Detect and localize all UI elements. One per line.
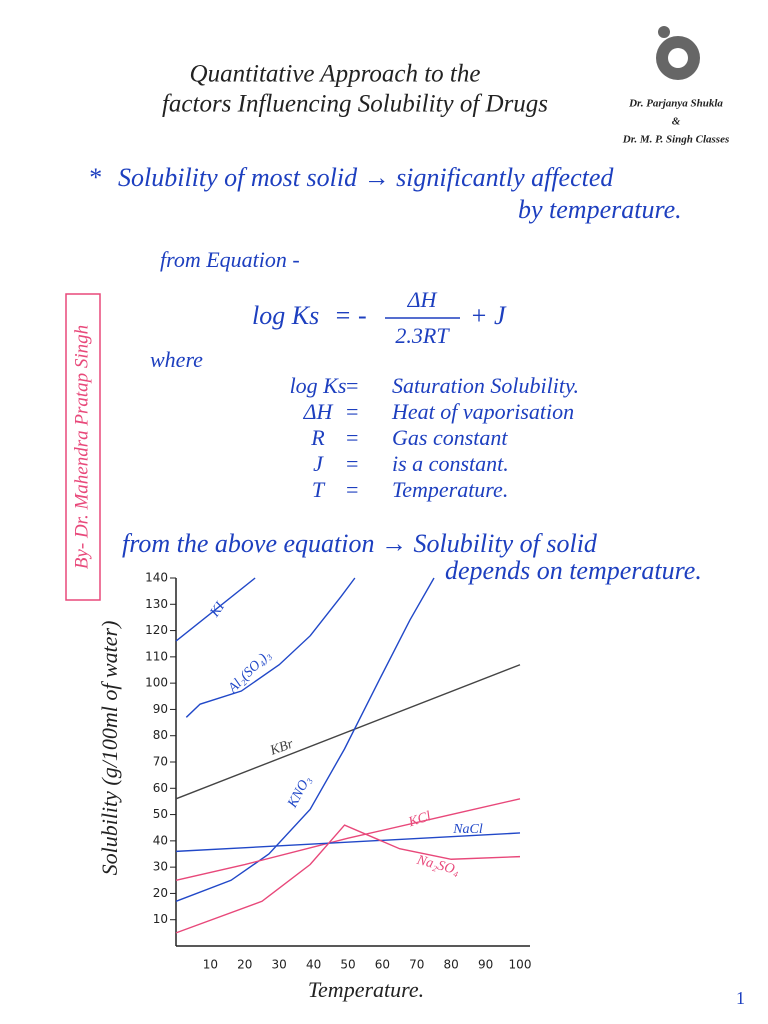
- logo-text: &: [672, 116, 681, 128]
- x-tick-label: 90: [478, 958, 493, 972]
- equation: = -: [334, 301, 367, 330]
- series-line: [175, 824, 521, 934]
- definition-cell: Gas constant: [392, 425, 508, 450]
- series-line: [175, 664, 521, 800]
- x-tick-label: 50: [340, 958, 355, 972]
- title: Quantitative Approach to the: [190, 61, 481, 88]
- x-tick-label: 40: [306, 958, 321, 972]
- series-label: KBr: [267, 737, 296, 760]
- series-line: [175, 577, 256, 642]
- point-text: Solubility of most solid → significantly…: [118, 163, 614, 192]
- logo-text: Dr. Parjanya Shukla: [628, 98, 723, 110]
- definition-cell: T: [312, 477, 326, 502]
- y-tick-label: 10: [153, 912, 168, 926]
- x-tick-label: 60: [375, 958, 390, 972]
- definition-cell: =: [345, 477, 360, 502]
- definition-cell: is a constant.: [392, 451, 509, 476]
- logo-mark: [658, 26, 670, 38]
- x-tick-label: 10: [203, 958, 218, 972]
- bullet: *: [88, 163, 101, 192]
- y-tick-label: 110: [145, 649, 168, 663]
- series-label: Al₂(SO₄)₃: [225, 647, 274, 696]
- side-note: By- Dr. Mahendra Pratap Singh: [71, 325, 92, 569]
- y-tick-label: 30: [153, 860, 168, 874]
- series-label: KNO₃: [285, 773, 315, 811]
- y-tick-label: 80: [153, 728, 168, 742]
- logo-mark: [668, 48, 688, 68]
- x-tick-label: 70: [409, 958, 424, 972]
- definition-cell: Saturation Solubility.: [392, 373, 579, 398]
- chart: Solubility (g/100ml of water) Temperatur…: [97, 571, 531, 1003]
- y-tick-label: 50: [153, 807, 168, 821]
- title: factors Influencing Solubility of Drugs: [162, 91, 548, 118]
- equation: 2.3RT: [395, 323, 450, 348]
- y-tick-label: 40: [153, 833, 168, 847]
- text: where: [150, 347, 203, 372]
- page-number: 1: [736, 988, 745, 1008]
- definition-cell: =: [345, 451, 360, 476]
- definition-cell: log Ks: [290, 373, 347, 398]
- equation: + J: [470, 301, 507, 330]
- y-tick-label: 70: [153, 755, 168, 769]
- x-tick-label: 30: [272, 958, 287, 972]
- y-axis-label: Solubility (g/100ml of water): [97, 621, 122, 876]
- series-line: [175, 577, 435, 902]
- side-box: [65, 293, 101, 601]
- definition-cell: J: [313, 451, 324, 476]
- logo-text: Dr. M. P. Singh Classes: [622, 134, 729, 146]
- y-tick-label: 100: [145, 676, 168, 690]
- text: depends on temperature.: [445, 556, 702, 585]
- series-line: [175, 832, 521, 853]
- y-tick-label: 140: [145, 571, 168, 585]
- y-tick-label: 90: [153, 702, 168, 716]
- definition-cell: Heat of vaporisation: [391, 399, 574, 424]
- x-tick-label: 20: [237, 958, 252, 972]
- series-line: [175, 798, 521, 881]
- definition-cell: ΔH: [303, 399, 334, 424]
- definition-cell: =: [345, 425, 360, 450]
- series-line: [185, 577, 356, 718]
- equation: ΔH: [407, 287, 438, 312]
- x-tick-label: 100: [509, 958, 532, 972]
- y-tick-label: 60: [153, 781, 168, 795]
- point-text: by temperature.: [518, 195, 682, 224]
- y-tick-label: 130: [145, 597, 168, 611]
- x-tick-label: 80: [444, 958, 459, 972]
- x-axis-label: Temperature.: [308, 977, 424, 1002]
- definition-cell: =: [345, 373, 360, 398]
- definition-cell: Temperature.: [392, 477, 508, 502]
- definition-cell: R: [310, 425, 325, 450]
- definition-cell: =: [345, 399, 360, 424]
- definitions: log Ks= Saturation Solubility.ΔH = Heat of …: [290, 373, 579, 502]
- y-tick-label: 20: [153, 886, 168, 900]
- logo: [656, 26, 700, 80]
- equation: log Ks: [252, 301, 319, 330]
- series-label: KCl: [406, 809, 433, 831]
- series-label: NaCl: [452, 822, 483, 837]
- text: from the above equation → Solubility of …: [122, 529, 598, 558]
- y-tick-label: 120: [145, 623, 168, 637]
- text: from Equation -: [160, 247, 300, 272]
